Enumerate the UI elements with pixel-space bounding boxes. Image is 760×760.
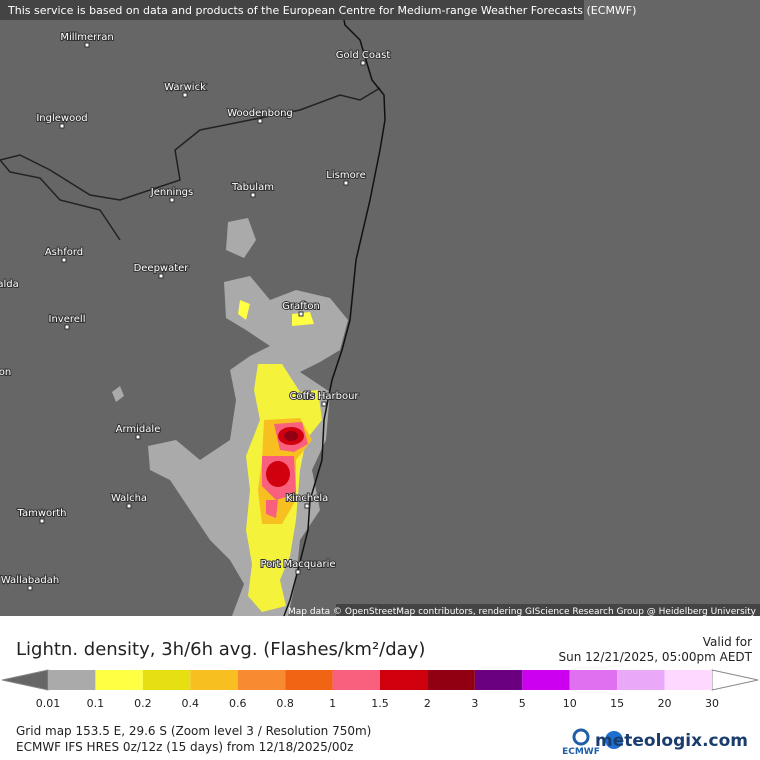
colorbar-label: 0.2 bbox=[134, 697, 152, 710]
colorbar-swatch bbox=[48, 670, 96, 690]
place-dot bbox=[61, 257, 67, 263]
brand[interactable]: meteologix.com bbox=[595, 731, 748, 751]
place-label: Lismore bbox=[326, 170, 365, 181]
colorbar-swatch bbox=[332, 670, 380, 690]
colorbar-swatch bbox=[190, 670, 238, 690]
valid-label: Valid for bbox=[703, 635, 752, 649]
colorbar-swatch bbox=[427, 670, 475, 690]
place-label: Woodenbong bbox=[227, 108, 293, 119]
ecmwf-text: ECMWF bbox=[562, 747, 600, 757]
place-label: Wallabadah bbox=[1, 575, 59, 586]
legend-title: Lightn. density, 3h/6h avg. (Flashes/km²… bbox=[16, 639, 425, 660]
colorbar-label: 10 bbox=[563, 697, 577, 710]
colorbar-swatch bbox=[380, 670, 428, 690]
place-dot bbox=[343, 180, 349, 186]
place-dot bbox=[158, 273, 164, 279]
place-label: Tamworth bbox=[17, 508, 67, 519]
place-dot bbox=[182, 92, 188, 98]
place-label: on bbox=[0, 367, 11, 378]
grid-info: Grid map 153.5 E, 29.6 S (Zoom level 3 /… bbox=[16, 724, 371, 738]
colorbar-label: 30 bbox=[705, 697, 719, 710]
place-dot bbox=[126, 503, 132, 509]
place-dot bbox=[304, 503, 310, 509]
borders bbox=[0, 0, 386, 617]
place-dot bbox=[84, 42, 90, 48]
colorbar-label: 0.6 bbox=[229, 697, 247, 710]
place-dot bbox=[250, 192, 256, 198]
colorbar-swatch bbox=[664, 670, 712, 690]
precip-areas bbox=[112, 218, 348, 616]
attribution: Map data © OpenStreetMap contributors, r… bbox=[288, 607, 757, 617]
place-label: Millmerran bbox=[60, 32, 113, 43]
place-dot bbox=[64, 324, 70, 330]
place-label: Inglewood bbox=[36, 113, 87, 124]
model-info: ECMWF IFS HRES 0z/12z (15 days) from 12/… bbox=[16, 740, 353, 754]
place-dot bbox=[169, 197, 175, 203]
place-dot bbox=[257, 118, 263, 124]
colorbar-swatch bbox=[569, 670, 618, 690]
place-label: Grafton bbox=[282, 301, 320, 312]
place-label: Inverell bbox=[49, 314, 86, 325]
places: Millmerran Gold Coast Warwick Inglewood Wood… bbox=[0, 31, 391, 591]
place-label: Jennings bbox=[150, 187, 193, 198]
valid-time: Sun 12/21/2025, 05:00pm AEDT bbox=[559, 650, 753, 664]
place-dot bbox=[59, 123, 65, 129]
place-label: alda bbox=[0, 279, 19, 290]
colorbar-swatch bbox=[617, 670, 665, 690]
place-dot bbox=[360, 60, 366, 66]
place-label: Coffs Harbour bbox=[289, 391, 359, 402]
colorbar-label: 20 bbox=[658, 697, 672, 710]
place-dot bbox=[321, 401, 327, 407]
brand-logo bbox=[605, 731, 623, 749]
colorbar-label: 5 bbox=[519, 697, 526, 710]
place-label: Gold Coast bbox=[336, 50, 391, 61]
colorbar-swatch bbox=[237, 670, 286, 690]
colorbar-label: 1.5 bbox=[371, 697, 389, 710]
colorbar: 0.01 0.1 0.2 0.4 0.6 0.8 1 1.5 2 3 5 10 15 20 30 bbox=[1, 669, 759, 710]
header-bar bbox=[0, 0, 584, 20]
colorbar-label: 0.8 bbox=[276, 697, 294, 710]
colorbar-label: 0.01 bbox=[36, 697, 61, 710]
colorbar-label: 2 bbox=[424, 697, 431, 710]
place-dot bbox=[135, 434, 141, 440]
colorbar-label: 3 bbox=[471, 697, 478, 710]
header-notice: This service is based on data and produc… bbox=[7, 4, 636, 17]
place-label: Tabulam bbox=[231, 182, 274, 193]
colorbar-swatch bbox=[474, 670, 523, 690]
place-label: Warwick bbox=[164, 82, 206, 93]
colorbar-label: 1 bbox=[329, 697, 336, 710]
place-dot bbox=[295, 569, 301, 575]
colorbar-swatch bbox=[285, 670, 333, 690]
place-label: Port Macquarie bbox=[260, 559, 335, 570]
place-label: Armidale bbox=[116, 424, 161, 435]
place-dot bbox=[298, 311, 304, 317]
place-label: Walcha bbox=[111, 493, 147, 504]
colorbar-swatch bbox=[95, 670, 143, 690]
ecmwf-logo bbox=[572, 728, 590, 746]
colorbar-swatch bbox=[142, 670, 191, 690]
colorbar-swatch bbox=[522, 670, 570, 690]
attribution-bar bbox=[336, 604, 760, 616]
colorbar-label: 15 bbox=[610, 697, 624, 710]
place-label: Ashford bbox=[45, 247, 83, 258]
place-dot bbox=[39, 518, 45, 524]
place-label: Deepwater bbox=[134, 263, 190, 274]
place-label: Kinchela bbox=[286, 493, 329, 504]
colorbar-label: 0.1 bbox=[87, 697, 105, 710]
map-background bbox=[0, 0, 760, 616]
colorbar-label: 0.4 bbox=[182, 697, 200, 710]
place-dot bbox=[27, 585, 33, 591]
